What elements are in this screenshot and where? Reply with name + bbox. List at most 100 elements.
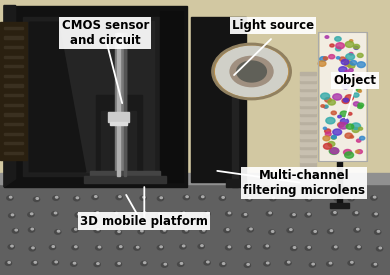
Circle shape (180, 263, 183, 264)
Circle shape (308, 246, 310, 248)
Bar (0, 22, 27, 159)
Circle shape (92, 195, 98, 200)
Circle shape (144, 262, 146, 263)
Circle shape (198, 244, 204, 249)
Circle shape (244, 263, 250, 267)
Circle shape (52, 246, 55, 248)
Bar (4, 56, 23, 58)
Circle shape (377, 230, 379, 232)
Circle shape (346, 54, 355, 60)
Circle shape (357, 150, 362, 154)
Bar (300, 141, 316, 146)
Text: 3D mobile platform: 3D mobile platform (80, 214, 208, 227)
Bar (300, 162, 316, 166)
Circle shape (357, 62, 365, 68)
Bar (300, 121, 316, 124)
Circle shape (348, 78, 353, 81)
Circle shape (305, 197, 312, 201)
Circle shape (225, 211, 232, 216)
Circle shape (161, 263, 168, 267)
Bar (300, 72, 316, 75)
Circle shape (204, 261, 210, 265)
Bar (4, 142, 23, 144)
Circle shape (323, 127, 326, 130)
Circle shape (334, 197, 340, 201)
Circle shape (202, 196, 204, 197)
Circle shape (32, 247, 34, 249)
Circle shape (120, 246, 122, 248)
Circle shape (138, 230, 144, 234)
Circle shape (200, 229, 206, 233)
Circle shape (340, 119, 349, 124)
Circle shape (323, 57, 328, 60)
Circle shape (347, 78, 355, 83)
Circle shape (119, 196, 121, 197)
Circle shape (291, 246, 297, 251)
Circle shape (343, 98, 349, 102)
Bar (117, 33, 120, 176)
Circle shape (75, 213, 81, 217)
Circle shape (96, 246, 102, 250)
Circle shape (354, 46, 358, 50)
Circle shape (349, 40, 353, 42)
Circle shape (345, 152, 354, 158)
Circle shape (118, 231, 120, 232)
Circle shape (328, 142, 335, 146)
Circle shape (353, 93, 359, 97)
Circle shape (227, 229, 229, 230)
Bar (23, 16, 160, 176)
Circle shape (305, 246, 312, 250)
Circle shape (339, 57, 346, 61)
Circle shape (372, 213, 378, 217)
Circle shape (51, 211, 58, 216)
Bar (0, 176, 390, 275)
Circle shape (371, 196, 377, 200)
Circle shape (7, 196, 13, 200)
Circle shape (321, 105, 324, 107)
Circle shape (350, 60, 357, 65)
Circle shape (203, 229, 205, 231)
Circle shape (115, 230, 121, 235)
Bar (300, 108, 316, 113)
Circle shape (330, 44, 334, 47)
Circle shape (247, 228, 254, 232)
Circle shape (329, 54, 335, 59)
Circle shape (201, 245, 203, 246)
Circle shape (328, 100, 335, 105)
Circle shape (28, 212, 34, 217)
Bar (300, 83, 316, 88)
Circle shape (143, 196, 145, 198)
Circle shape (329, 148, 339, 154)
Circle shape (71, 262, 77, 266)
Bar (4, 113, 23, 116)
Circle shape (74, 229, 77, 230)
Circle shape (222, 197, 224, 198)
Circle shape (183, 195, 190, 200)
Circle shape (346, 124, 354, 129)
Circle shape (336, 43, 344, 49)
Bar (300, 100, 316, 104)
Circle shape (245, 245, 251, 249)
Bar (4, 152, 23, 154)
Circle shape (73, 262, 76, 264)
Circle shape (353, 75, 360, 79)
Bar (110, 122, 127, 125)
Bar (300, 124, 316, 129)
Circle shape (237, 61, 266, 82)
Circle shape (332, 246, 338, 250)
Bar (300, 104, 316, 108)
Bar (90, 170, 160, 177)
Circle shape (177, 262, 184, 266)
Circle shape (289, 195, 295, 199)
Circle shape (334, 76, 343, 82)
Circle shape (156, 213, 162, 217)
Bar (29, 21, 154, 172)
Circle shape (11, 214, 14, 216)
Circle shape (379, 247, 381, 249)
Circle shape (245, 214, 247, 215)
Circle shape (159, 213, 161, 215)
Circle shape (351, 123, 360, 130)
Circle shape (50, 245, 56, 250)
Circle shape (358, 90, 362, 92)
Circle shape (353, 102, 360, 106)
